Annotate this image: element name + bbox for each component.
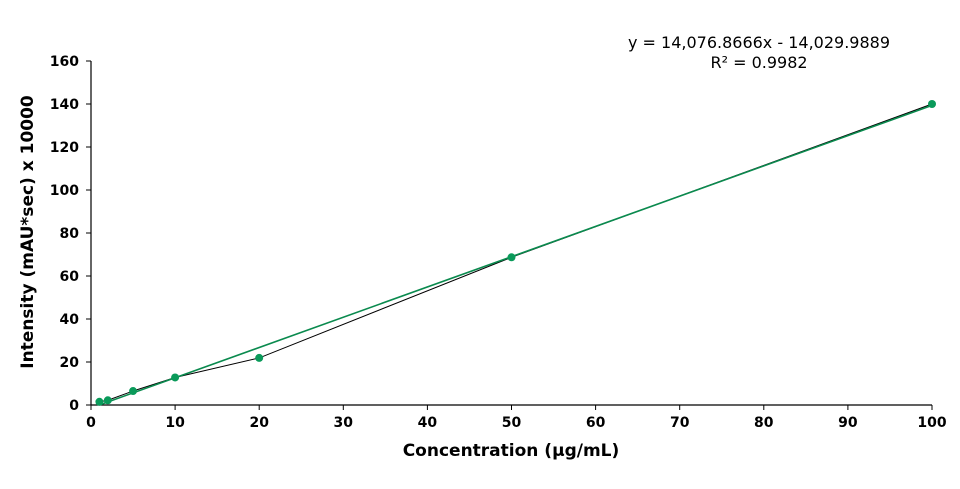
- data-point: [507, 253, 516, 262]
- y-tick-label: 60: [60, 269, 80, 285]
- x-tick-label: 20: [249, 415, 269, 431]
- data-connecting-line: [99, 103, 933, 403]
- x-tick-label: 30: [334, 415, 354, 431]
- data-point: [255, 353, 264, 362]
- x-tick-label: 0: [86, 415, 96, 431]
- y-tick-label: 80: [60, 226, 80, 242]
- data-point: [103, 396, 112, 405]
- x-tick-label: 50: [502, 415, 522, 431]
- data-point: [95, 397, 104, 406]
- data-points: [95, 100, 936, 406]
- x-tick-label: 40: [418, 415, 438, 431]
- axes: [90, 61, 932, 406]
- y-tick-label: 120: [50, 140, 79, 156]
- y-tick-label: 160: [50, 54, 79, 70]
- y-tick-label: 40: [60, 312, 80, 328]
- trendline-equation: y = 14,076.8666x - 14,029.9889: [628, 33, 890, 52]
- y-axis-title: Intensity (mAU*sec) x 10000: [18, 95, 38, 369]
- ticks: 0 10 20 30 40 50 60 70 80 90 100 0 20 40 60 80 100 120 140…: [50, 54, 947, 431]
- data-point: [129, 387, 138, 396]
- x-tick-label: 90: [838, 415, 858, 431]
- r-squared-value: R² = 0.9982: [710, 53, 807, 72]
- y-tick-label: 100: [50, 183, 79, 199]
- data-point: [928, 100, 936, 108]
- y-tick-label: 20: [60, 355, 80, 371]
- y-tick-label: 140: [50, 97, 79, 113]
- linear-trendline: [99, 104, 933, 406]
- x-tick-label: 60: [586, 415, 606, 431]
- x-tick-label: 70: [670, 415, 690, 431]
- x-tick-label: 80: [754, 415, 774, 431]
- x-tick-label: 10: [165, 415, 185, 431]
- x-axis-title: Concentration (µg/mL): [403, 441, 620, 461]
- data-point: [171, 373, 180, 382]
- x-tick-label: 100: [917, 415, 946, 431]
- y-tick-label: 0: [69, 398, 79, 414]
